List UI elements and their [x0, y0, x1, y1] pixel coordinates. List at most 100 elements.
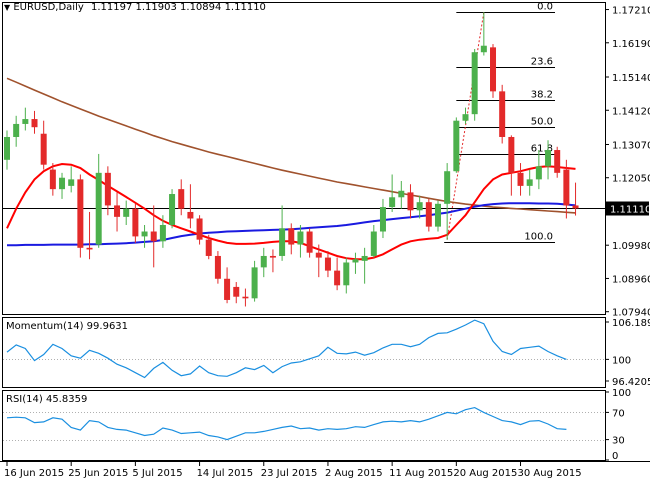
candle-body-bear	[306, 231, 313, 253]
candle-body-bear	[563, 169, 570, 206]
candles-group	[4, 12, 579, 307]
collapse-arrow-icon[interactable]: ▼	[4, 3, 11, 12]
candle-body-bull	[279, 228, 286, 256]
time-tick-label: 20 Aug 2015	[453, 468, 517, 479]
candle-body-bull	[68, 179, 75, 186]
candle-body-bear	[86, 247, 93, 250]
rsi-tick-label: 30	[612, 436, 625, 447]
momentum-tick-label: 100	[612, 355, 631, 366]
candle-body-bear	[31, 119, 38, 128]
price-tick-label: 1.12050	[612, 174, 650, 185]
candle-body-bear	[242, 296, 249, 299]
candle-body-bull	[361, 255, 368, 261]
candle-body-bull	[169, 194, 176, 225]
candle-body-bear	[269, 255, 276, 258]
candle-body-bull	[398, 190, 405, 198]
candle-body-bear	[77, 179, 84, 248]
candle-body-bull	[251, 267, 258, 299]
candle-body-bull	[416, 202, 423, 211]
candle-body-bear	[178, 189, 185, 209]
axes-group: 1.17210 1.16190 1.15140 1.14120 1.13070 1.120…	[4, 6, 650, 479]
price-tick-label: 1.16190	[612, 39, 650, 50]
candle-body-bull	[95, 172, 102, 245]
momentum-label: Momentum(14) 99.9631	[6, 321, 129, 332]
rsi-label: RSI(14) 45.8359	[6, 394, 88, 405]
candle-body-bull	[297, 231, 304, 245]
fib-level-label: 100.0	[524, 232, 553, 243]
price-tick-label: 1.13070	[612, 140, 650, 151]
candle-body-bull	[453, 120, 460, 172]
momentum-pane-frame	[2, 317, 606, 388]
candle-body-bull	[352, 259, 359, 263]
fib-level-label: 23.6	[531, 57, 553, 68]
time-tick-label: 23 Jul 2015	[261, 468, 318, 479]
candle-body-bear	[233, 286, 240, 297]
rsi-group	[3, 406, 605, 441]
candle-body-bear	[104, 172, 111, 206]
candle-body-bull	[22, 119, 29, 124]
time-tick-label: 14 Jul 2015	[197, 468, 254, 479]
candle-body-bear	[425, 202, 432, 227]
candle-body-bull	[471, 52, 478, 115]
candle-body-bull	[379, 207, 386, 232]
rsi-tick-label: 70	[612, 408, 625, 419]
fib-level-label: 61.8	[531, 144, 553, 155]
candle-body-bear	[205, 239, 212, 256]
candle-body-bear	[315, 252, 322, 258]
candle-body-bull	[545, 150, 552, 167]
momentum-tick-label: 96.4205	[612, 377, 650, 388]
candle-body-bull	[434, 203, 441, 227]
candle-body-bull	[535, 166, 542, 180]
candle-body-bull	[444, 171, 451, 204]
candle-body-bear	[214, 255, 221, 279]
price-tick-label: 1.15140	[612, 73, 650, 84]
candle-body-bull	[526, 179, 533, 186]
candle-body-bull	[343, 262, 350, 286]
price-tick-label: 1.09980	[612, 241, 650, 252]
fib-level-label: 0.0	[537, 2, 553, 13]
chart-header: ▼ EURUSD,Daily 1.11197 1.11903 1.10894 1…	[4, 2, 266, 13]
current-price-badge	[606, 201, 649, 216]
ohlc-readout: 1.11197 1.11903 1.10894 1.11110	[90, 2, 266, 13]
candle-body-bear	[40, 133, 47, 165]
fib-level-label: 50.0	[531, 117, 553, 128]
candle-body-bear	[572, 205, 579, 209]
candle-body-bear	[132, 208, 139, 237]
candle-body-bear	[517, 172, 524, 186]
symbol-label: EURUSD,Daily	[13, 2, 84, 13]
candle-body-bull	[370, 231, 377, 256]
time-tick-label: 5 Jul 2015	[132, 468, 182, 479]
price-tick-label: 1.08960	[612, 274, 650, 285]
time-tick-label: 2 Aug 2015	[325, 468, 383, 479]
rsi-tick-label: 100	[612, 388, 631, 399]
current-price-label: 1.11110	[610, 205, 650, 216]
rsi-line	[6, 406, 567, 441]
candle-body-bear	[324, 257, 331, 271]
candle-body-bear	[150, 231, 157, 242]
candle-body-bull	[462, 114, 469, 121]
candle-body-bull	[13, 123, 20, 137]
candle-body-bull	[4, 136, 10, 160]
candle-body-bull	[141, 231, 148, 237]
price-tick-label: 1.07940	[612, 308, 650, 319]
candle-body-bull	[389, 197, 396, 208]
fib-trend-line	[446, 12, 485, 240]
rsi-pane-frame	[2, 390, 606, 461]
fibonacci-group: 0.0 23.6 38.2 50.0 61.8 100.0	[3, 2, 605, 243]
momentum-line	[6, 319, 567, 379]
candle-body-bear	[114, 205, 121, 217]
candle-body-bear	[196, 218, 203, 240]
candle-body-bear	[224, 278, 231, 300]
candle-body-bear	[554, 150, 561, 173]
time-tick-label: 25 Jun 2015	[68, 468, 128, 479]
candle-body-bear	[187, 211, 194, 219]
time-tick-label: 11 Aug 2015	[389, 468, 453, 479]
price-tick-label: 1.14120	[612, 106, 650, 117]
candle-body-bear	[407, 192, 414, 211]
rsi-tick-label: 0	[612, 451, 618, 462]
candle-body-bear	[334, 270, 341, 286]
main-pane-frame	[2, 2, 606, 315]
candle-body-bear	[508, 136, 515, 173]
